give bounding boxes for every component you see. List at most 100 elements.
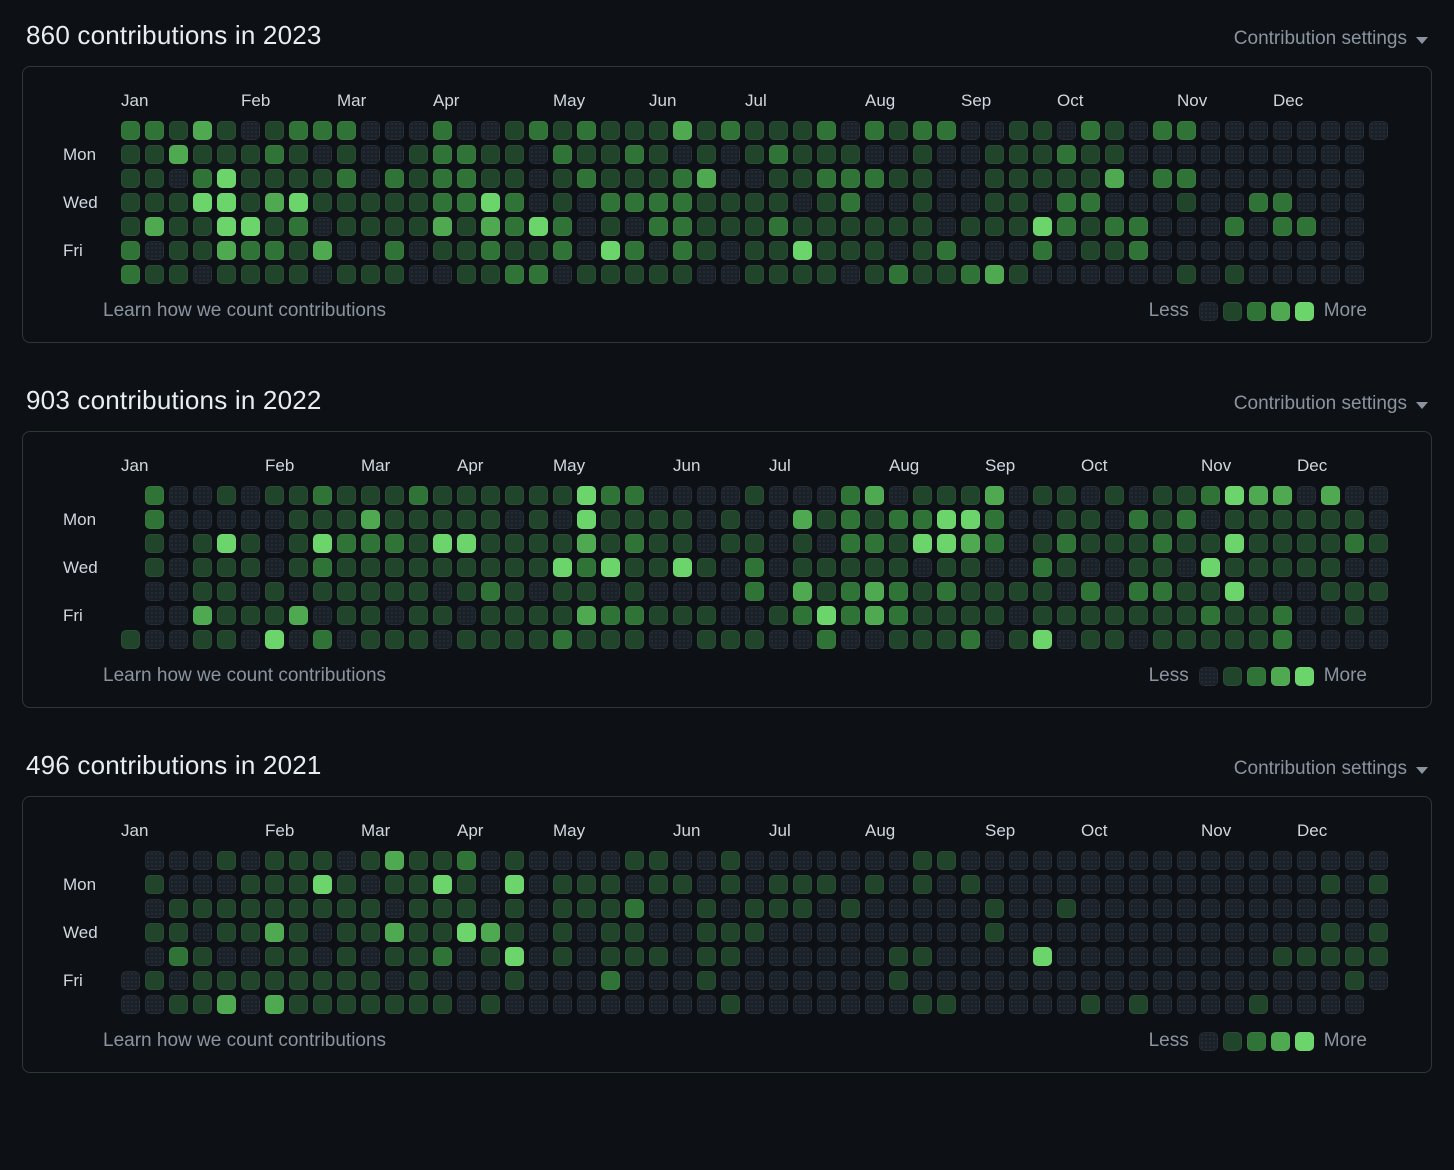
- day-cell[interactable]: [1105, 995, 1124, 1014]
- day-cell[interactable]: [1129, 217, 1148, 236]
- day-cell[interactable]: [217, 947, 236, 966]
- day-cell[interactable]: [481, 947, 500, 966]
- day-cell[interactable]: [745, 971, 764, 990]
- day-cell[interactable]: [697, 899, 716, 918]
- day-cell[interactable]: [745, 241, 764, 260]
- day-cell[interactable]: [385, 851, 404, 870]
- day-cell[interactable]: [433, 193, 452, 212]
- day-cell[interactable]: [769, 875, 788, 894]
- day-cell[interactable]: [1345, 121, 1364, 140]
- day-cell[interactable]: [289, 486, 308, 505]
- day-cell[interactable]: [1177, 241, 1196, 260]
- day-cell[interactable]: [1009, 558, 1028, 577]
- day-cell[interactable]: [385, 145, 404, 164]
- day-cell[interactable]: [169, 971, 188, 990]
- day-cell[interactable]: [1177, 875, 1196, 894]
- day-cell[interactable]: [1225, 995, 1244, 1014]
- day-cell[interactable]: [1369, 947, 1388, 966]
- day-cell[interactable]: [1225, 241, 1244, 260]
- day-cell[interactable]: [865, 851, 884, 870]
- day-cell[interactable]: [337, 193, 356, 212]
- day-cell[interactable]: [1153, 971, 1172, 990]
- day-cell[interactable]: [1009, 145, 1028, 164]
- day-cell[interactable]: [721, 630, 740, 649]
- day-cell[interactable]: [289, 145, 308, 164]
- day-cell[interactable]: [433, 851, 452, 870]
- day-cell[interactable]: [217, 582, 236, 601]
- day-cell[interactable]: [1273, 899, 1292, 918]
- day-cell[interactable]: [1153, 534, 1172, 553]
- day-cell[interactable]: [625, 923, 644, 942]
- day-cell[interactable]: [505, 534, 524, 553]
- day-cell[interactable]: [793, 971, 812, 990]
- day-cell[interactable]: [961, 582, 980, 601]
- day-cell[interactable]: [577, 947, 596, 966]
- day-cell[interactable]: [577, 923, 596, 942]
- day-cell[interactable]: [289, 193, 308, 212]
- day-cell[interactable]: [217, 193, 236, 212]
- day-cell[interactable]: [1081, 558, 1100, 577]
- day-cell[interactable]: [817, 923, 836, 942]
- day-cell[interactable]: [433, 534, 452, 553]
- day-cell[interactable]: [721, 265, 740, 284]
- day-cell[interactable]: [337, 486, 356, 505]
- day-cell[interactable]: [1033, 923, 1052, 942]
- day-cell[interactable]: [217, 923, 236, 942]
- day-cell[interactable]: [1105, 510, 1124, 529]
- day-cell[interactable]: [145, 486, 164, 505]
- day-cell[interactable]: [217, 265, 236, 284]
- day-cell[interactable]: [265, 193, 284, 212]
- day-cell[interactable]: [865, 169, 884, 188]
- day-cell[interactable]: [889, 606, 908, 625]
- day-cell[interactable]: [337, 606, 356, 625]
- day-cell[interactable]: [433, 486, 452, 505]
- day-cell[interactable]: [313, 121, 332, 140]
- day-cell[interactable]: [169, 923, 188, 942]
- day-cell[interactable]: [937, 582, 956, 601]
- day-cell[interactable]: [1129, 121, 1148, 140]
- day-cell[interactable]: [769, 582, 788, 601]
- day-cell[interactable]: [1345, 486, 1364, 505]
- day-cell[interactable]: [409, 558, 428, 577]
- day-cell[interactable]: [1369, 875, 1388, 894]
- day-cell[interactable]: [649, 558, 668, 577]
- day-cell[interactable]: [649, 582, 668, 601]
- day-cell[interactable]: [145, 947, 164, 966]
- day-cell[interactable]: [337, 947, 356, 966]
- day-cell[interactable]: [1177, 486, 1196, 505]
- day-cell[interactable]: [1153, 169, 1172, 188]
- day-cell[interactable]: [1105, 486, 1124, 505]
- day-cell[interactable]: [217, 510, 236, 529]
- day-cell[interactable]: [289, 217, 308, 236]
- day-cell[interactable]: [793, 145, 812, 164]
- day-cell[interactable]: [961, 995, 980, 1014]
- day-cell[interactable]: [457, 558, 476, 577]
- day-cell[interactable]: [1153, 606, 1172, 625]
- day-cell[interactable]: [1033, 265, 1052, 284]
- day-cell[interactable]: [841, 630, 860, 649]
- day-cell[interactable]: [313, 193, 332, 212]
- day-cell[interactable]: [889, 265, 908, 284]
- day-cell[interactable]: [457, 510, 476, 529]
- day-cell[interactable]: [217, 971, 236, 990]
- day-cell[interactable]: [865, 582, 884, 601]
- day-cell[interactable]: [577, 875, 596, 894]
- day-cell[interactable]: [265, 145, 284, 164]
- day-cell[interactable]: [1129, 630, 1148, 649]
- day-cell[interactable]: [1321, 265, 1340, 284]
- day-cell[interactable]: [1369, 486, 1388, 505]
- day-cell[interactable]: [961, 534, 980, 553]
- day-cell[interactable]: [361, 265, 380, 284]
- day-cell[interactable]: [553, 995, 572, 1014]
- day-cell[interactable]: [1225, 947, 1244, 966]
- day-cell[interactable]: [841, 947, 860, 966]
- day-cell[interactable]: [1081, 875, 1100, 894]
- day-cell[interactable]: [265, 995, 284, 1014]
- day-cell[interactable]: [1081, 606, 1100, 625]
- day-cell[interactable]: [1033, 995, 1052, 1014]
- day-cell[interactable]: [1225, 510, 1244, 529]
- day-cell[interactable]: [841, 241, 860, 260]
- day-cell[interactable]: [601, 169, 620, 188]
- day-cell[interactable]: [1369, 558, 1388, 577]
- day-cell[interactable]: [169, 145, 188, 164]
